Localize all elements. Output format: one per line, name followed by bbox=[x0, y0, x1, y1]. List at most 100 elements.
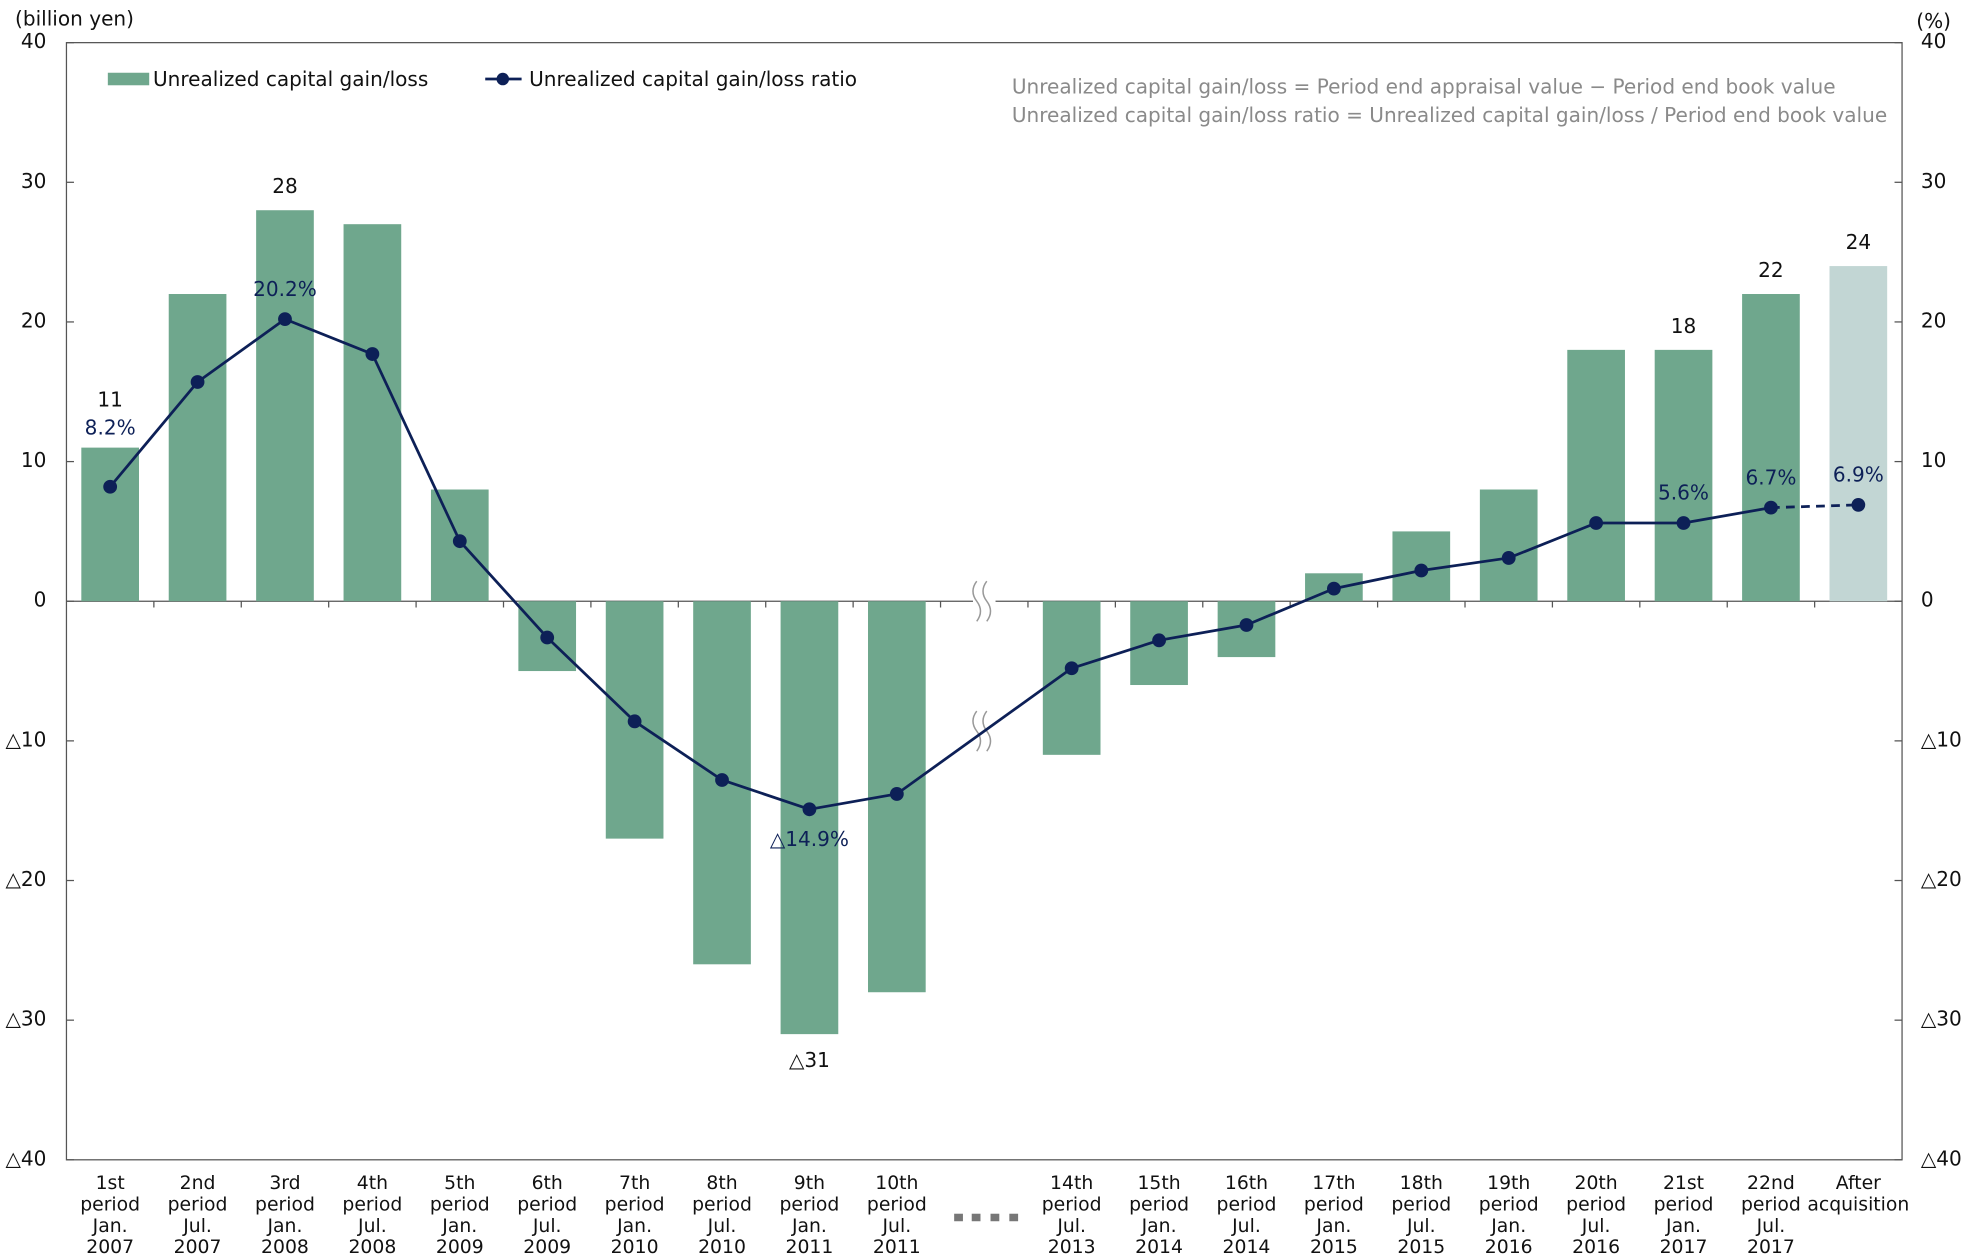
bar bbox=[780, 601, 839, 1035]
y2-tick-label: △30 bbox=[1921, 1007, 1962, 1031]
x-tick-label: 9th bbox=[794, 1173, 825, 1194]
x-tick-label: 2008 bbox=[261, 1237, 309, 1258]
x-tick-label: 7th bbox=[619, 1173, 650, 1194]
ratio-marker bbox=[715, 773, 729, 787]
x-tick-label: Jan. bbox=[267, 1216, 303, 1237]
x-tick-label: 19th bbox=[1487, 1173, 1530, 1194]
ratio-label: 8.2% bbox=[85, 415, 136, 439]
y2-axis-label: (%) bbox=[1916, 9, 1951, 33]
ratio-marker bbox=[452, 534, 467, 549]
x-tick-label: 2016 bbox=[1572, 1237, 1620, 1258]
ratio-label: 5.6% bbox=[1658, 481, 1709, 505]
bar-label: 18 bbox=[1671, 314, 1697, 338]
x-tick-label: 14th bbox=[1050, 1173, 1093, 1194]
ratio-marker bbox=[278, 312, 292, 327]
ratio-line bbox=[633, 720, 723, 782]
ratio-line bbox=[1421, 556, 1509, 572]
x-tick-label: period bbox=[255, 1194, 315, 1215]
x-tick-label: Jan. bbox=[1315, 1216, 1351, 1237]
x-tick-label: 3rd bbox=[269, 1173, 300, 1194]
x-tick-label: 2014 bbox=[1223, 1237, 1271, 1258]
x-tick-label: period bbox=[1654, 1194, 1714, 1215]
x-tick-label: Jul. bbox=[1581, 1216, 1611, 1237]
ratio-line bbox=[458, 540, 549, 639]
y-axis-label: (billion yen) bbox=[15, 7, 134, 31]
bar bbox=[81, 447, 139, 602]
x-tick-label: 16th bbox=[1225, 1173, 1268, 1194]
x-tick-label: 10th bbox=[875, 1173, 918, 1194]
x-tick-label: 22nd bbox=[1747, 1173, 1795, 1194]
bar bbox=[1829, 266, 1888, 602]
ratio-marker bbox=[1589, 516, 1604, 530]
x-tick-label: 17th bbox=[1312, 1173, 1355, 1194]
x-tick-label: Jan. bbox=[1490, 1216, 1526, 1237]
bar bbox=[1042, 601, 1101, 755]
ratio-line bbox=[721, 778, 810, 811]
y-tick-label: △20 bbox=[5, 867, 46, 891]
ratio-line bbox=[1333, 569, 1422, 591]
x-tick-label: Jul. bbox=[882, 1216, 912, 1237]
x-tick-label: 2017 bbox=[1747, 1237, 1795, 1258]
x-tick-label: 2014 bbox=[1135, 1237, 1183, 1258]
ratio-line bbox=[896, 667, 1073, 796]
x-tick-label: Jul. bbox=[357, 1216, 387, 1237]
x-tick-label: 2nd bbox=[180, 1173, 216, 1194]
x-tick-label: 6th bbox=[532, 1173, 563, 1194]
ratio-marker bbox=[1501, 551, 1516, 565]
x-tick-label: 2008 bbox=[348, 1237, 396, 1258]
ratio-label: 6.7% bbox=[1745, 465, 1796, 489]
x-tick-label: period bbox=[430, 1194, 490, 1215]
y2-tick-label: △20 bbox=[1921, 867, 1962, 891]
x-tick-label: 2007 bbox=[174, 1237, 222, 1258]
x-tick-label: 15th bbox=[1137, 1173, 1180, 1194]
bar-label: 22 bbox=[1758, 258, 1784, 282]
ratio-line bbox=[371, 353, 462, 542]
y-tick-label: △40 bbox=[5, 1146, 46, 1170]
x-tick-label: period bbox=[1391, 1194, 1451, 1215]
ratio-marker bbox=[1414, 563, 1429, 578]
y-tick-label: 20 bbox=[21, 308, 47, 332]
x-tick-label: 20th bbox=[1575, 1173, 1618, 1194]
x-tick-label: 2010 bbox=[698, 1237, 746, 1258]
x-tick-label: Jul. bbox=[1406, 1216, 1436, 1237]
y2-tick-label: 10 bbox=[1921, 448, 1947, 472]
x-tick-label: Jan. bbox=[1665, 1216, 1701, 1237]
ratio-marker bbox=[1851, 497, 1866, 512]
y-tick-label: 10 bbox=[21, 448, 47, 472]
x-tick-label: 2013 bbox=[1048, 1237, 1096, 1258]
ratio-line bbox=[1508, 521, 1597, 560]
x-tick-label: Jan. bbox=[791, 1216, 827, 1237]
x-tick-label: period bbox=[517, 1194, 577, 1215]
x-tick-label: Jul. bbox=[182, 1216, 212, 1237]
break-mark bbox=[972, 580, 982, 622]
x-tick-label: period bbox=[1741, 1194, 1801, 1215]
ratio-line bbox=[1245, 587, 1335, 627]
ratio-line bbox=[809, 792, 898, 811]
x-tick-label: 21st bbox=[1663, 1173, 1704, 1194]
x-tick-label: period bbox=[1217, 1194, 1277, 1215]
x-tick-label: 1st bbox=[96, 1173, 125, 1194]
ratio-marker bbox=[1064, 661, 1079, 676]
break-mark bbox=[982, 710, 992, 752]
ratio-marker bbox=[365, 347, 380, 361]
x-tick-label: Jul. bbox=[1056, 1216, 1086, 1237]
bar-label: 28 bbox=[272, 174, 298, 198]
y2-tick-label: 0 bbox=[1921, 588, 1934, 612]
y-tick-label: △30 bbox=[5, 1007, 46, 1031]
bar-label: 24 bbox=[1846, 230, 1872, 254]
bar bbox=[1742, 294, 1800, 602]
x-tick-label: Jul. bbox=[707, 1216, 737, 1237]
y2-tick-label: △10 bbox=[1921, 727, 1962, 751]
x-tick-label: period bbox=[80, 1194, 140, 1215]
ratio-marker bbox=[1764, 500, 1778, 515]
y2-tick-label: 40 bbox=[1921, 29, 1947, 53]
ratio-marker bbox=[1676, 516, 1691, 530]
x-tick-label: period bbox=[1129, 1194, 1189, 1215]
x-tick-label: Jul. bbox=[1756, 1216, 1786, 1237]
x-tick-label: period bbox=[867, 1194, 927, 1215]
bar bbox=[168, 294, 227, 602]
legend-marker bbox=[496, 72, 510, 86]
x-tick-label: period bbox=[1479, 1194, 1539, 1215]
